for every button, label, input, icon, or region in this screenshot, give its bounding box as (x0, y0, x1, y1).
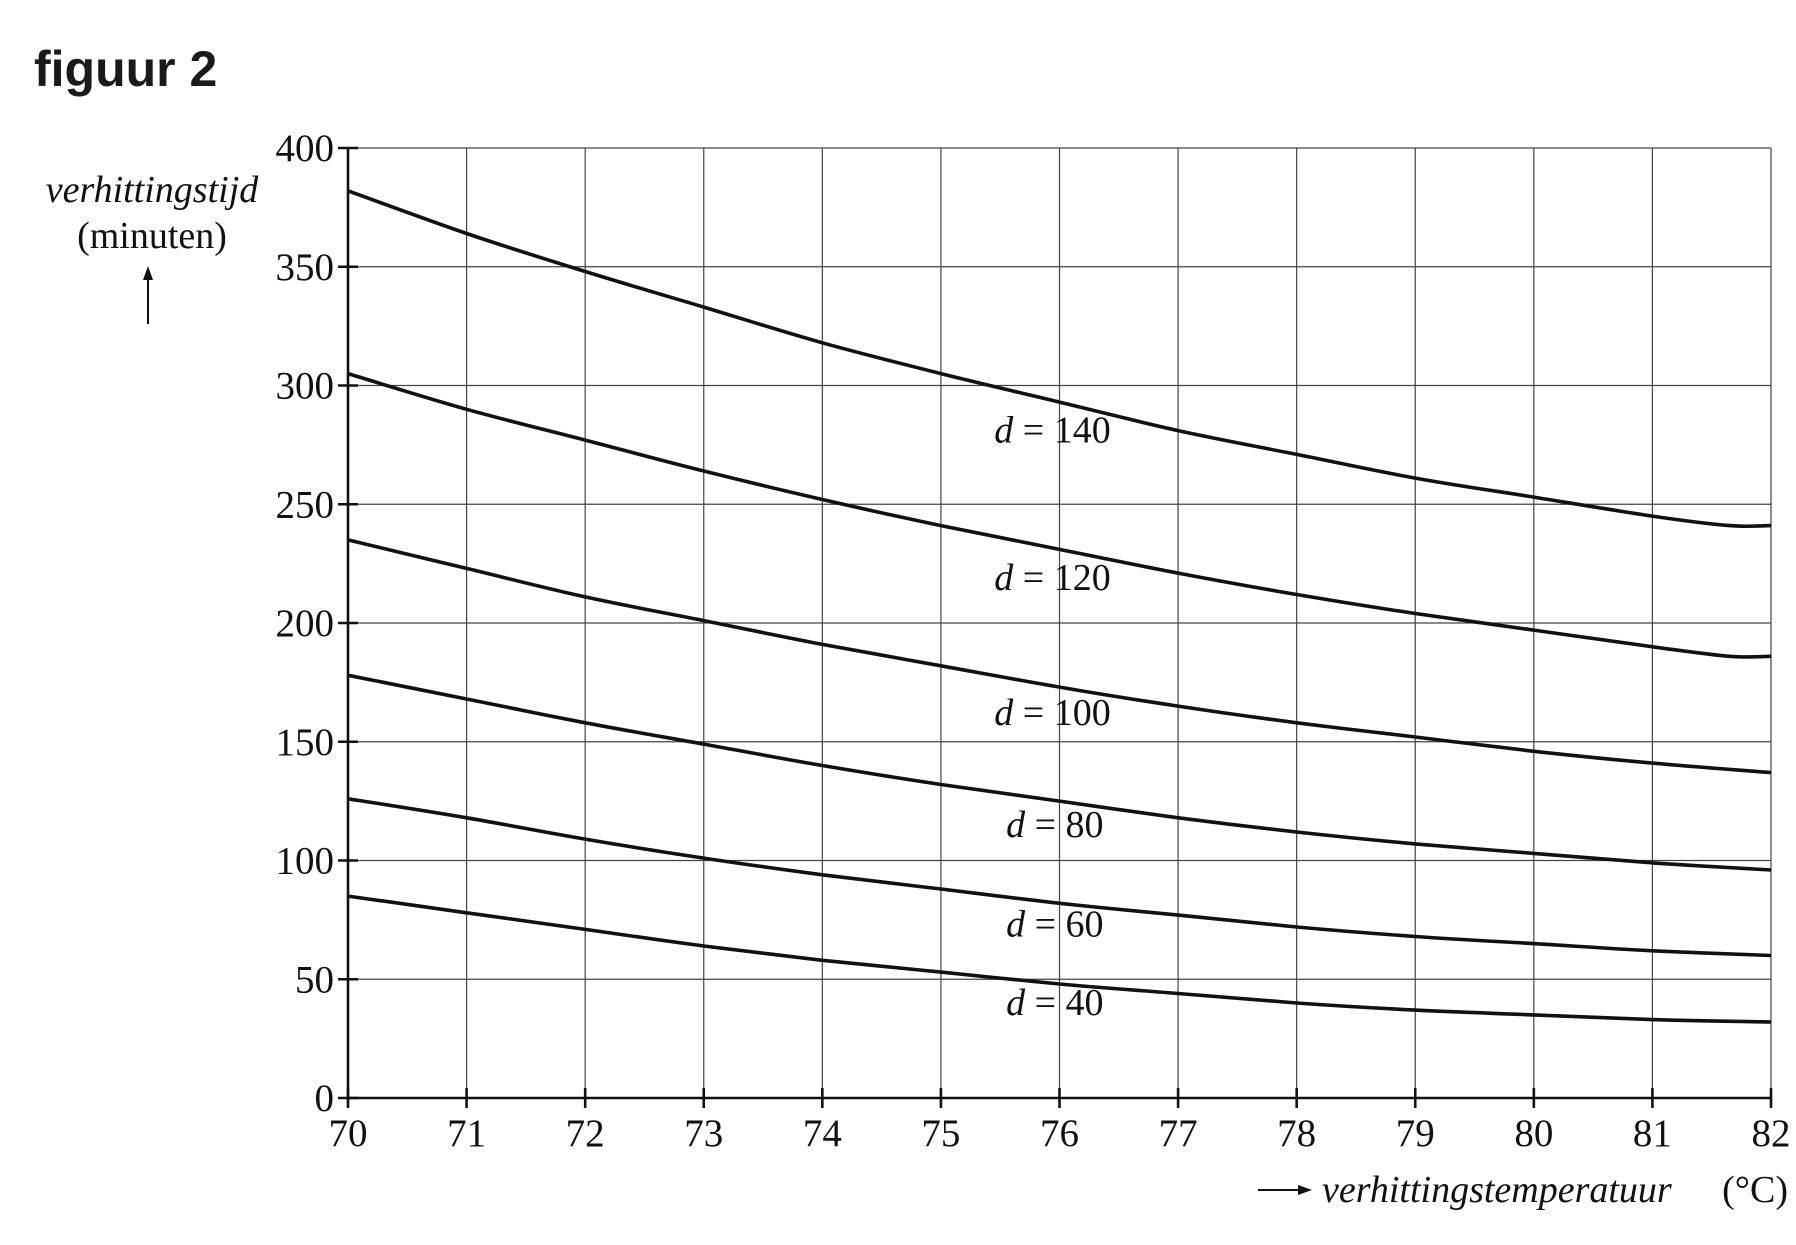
curve-label: d = 140 (994, 410, 1110, 452)
series-line (347, 797, 1772, 958)
x-tick-label: 81 (1633, 1112, 1672, 1155)
x-tick-label: 82 (1752, 1112, 1791, 1155)
y-tick-label: 100 (276, 840, 335, 883)
x-tick-label: 78 (1277, 1112, 1316, 1155)
series-line (347, 894, 1772, 1024)
curve-label: d = 120 (994, 557, 1110, 599)
x-tick-label: 70 (329, 1112, 368, 1155)
series-line (347, 189, 1772, 529)
y-tick-label: 350 (276, 246, 335, 289)
axis-titles: verhittingstijd (minuten) verhittingstem… (46, 169, 1788, 1211)
x-tick-label: 75 (921, 1112, 960, 1155)
series-line (347, 371, 1772, 659)
axes (338, 146, 1773, 1108)
y-tick-label: 200 (276, 602, 335, 645)
series-line (347, 538, 1772, 775)
curve-label: d = 60 (1006, 904, 1103, 946)
curve-labels: d = 140 d = 120 d = 100 d = 80 d = 60 d = 40 (994, 410, 1110, 1024)
y-axis-unit: (minuten) (77, 215, 227, 257)
x-tick-label: 80 (1514, 1112, 1553, 1155)
arrow-up-icon (143, 266, 153, 324)
grid-lines (348, 147, 1772, 1098)
x-tick-label: 79 (1396, 1112, 1435, 1155)
x-tick-label: 77 (1159, 1112, 1198, 1155)
x-tick-label: 76 (1040, 1112, 1079, 1155)
x-tick-label: 71 (447, 1112, 486, 1155)
y-tick-label: 300 (276, 365, 335, 408)
y-tick-label: 0 (315, 1077, 335, 1120)
y-tick-label: 150 (276, 721, 335, 764)
x-axis-label: verhittingstemperatuur (1322, 1169, 1672, 1211)
y-axis-label: verhittingstijd (46, 169, 260, 211)
curve-label: d = 40 (1006, 982, 1103, 1024)
tick-labels: 0 50 100 150 200 250 300 350 400 70 71 72 73 74 75 76 77… (276, 127, 1791, 1155)
series-line (347, 673, 1772, 872)
arrow-right-icon (1258, 1185, 1312, 1195)
x-tick-label: 74 (803, 1112, 842, 1155)
curve-label: d = 80 (1006, 804, 1103, 846)
curves (347, 189, 1772, 1024)
curve-label: d = 100 (994, 692, 1110, 734)
y-tick-label: 250 (276, 483, 335, 526)
y-tick-label: 50 (295, 958, 334, 1001)
x-tick-label: 72 (566, 1112, 605, 1155)
x-axis-unit: (°C) (1722, 1169, 1788, 1211)
x-tick-label: 73 (684, 1112, 723, 1155)
figure-title: figuur 2 (34, 41, 218, 97)
y-tick-label: 400 (276, 127, 335, 170)
